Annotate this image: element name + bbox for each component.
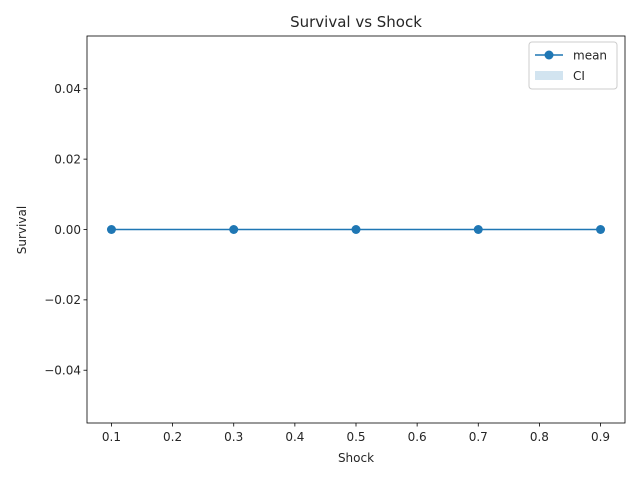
y-tick-label: 0.02 — [54, 152, 81, 166]
x-tick-label: 0.4 — [285, 430, 304, 444]
x-axis-label: Shock — [338, 451, 374, 465]
data-point — [351, 225, 361, 234]
x-tick-label: 0.7 — [469, 430, 488, 444]
y-tick-label: −0.02 — [44, 293, 81, 307]
x-tick-label: 0.2 — [163, 430, 182, 444]
legend-mean-marker — [544, 50, 554, 60]
y-tick-label: −0.04 — [44, 364, 81, 378]
data-point — [473, 225, 483, 234]
x-tick-label: 0.1 — [102, 430, 121, 444]
x-tick-label: 0.9 — [591, 430, 610, 444]
legend-label-mean: mean — [573, 49, 607, 63]
legend-ci-swatch — [535, 71, 563, 80]
y-axis-label: Survival — [15, 206, 29, 254]
plot-area: 0.1 0.2 0.3 0.4 0.5 0.6 0.7 0.8 0.9 −0.04 −0.02 0.0… — [44, 35, 626, 444]
x-tick-label: 0.5 — [346, 430, 365, 444]
data-point — [229, 225, 239, 234]
data-point — [106, 225, 116, 234]
x-tick-label: 0.6 — [408, 430, 427, 444]
data-point — [596, 225, 606, 234]
x-tick-label: 0.3 — [224, 430, 243, 444]
legend-label-ci: CI — [573, 69, 585, 83]
y-tick-label: 0.00 — [54, 223, 81, 237]
legend: mean CI — [528, 41, 618, 90]
y-tick-label: 0.04 — [54, 82, 81, 96]
x-tick-label: 0.8 — [530, 430, 549, 444]
chart-title: Survival vs Shock — [290, 13, 422, 31]
